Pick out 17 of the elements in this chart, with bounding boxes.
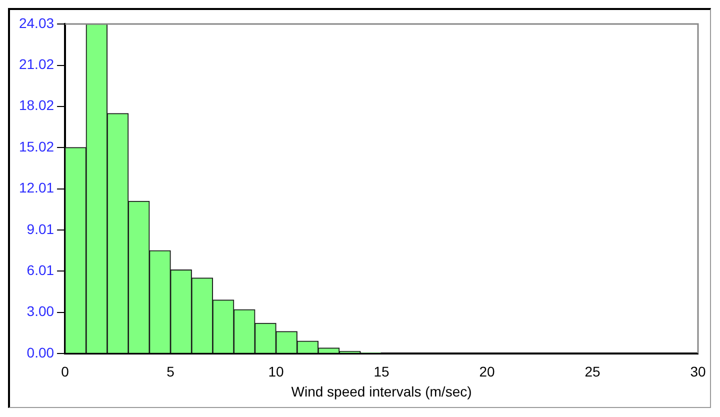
x-tick-label: 25 <box>584 364 601 380</box>
x-tick-label: 0 <box>61 364 70 380</box>
y-tick-label: 18.02 <box>18 97 54 114</box>
x-axis-title: Wind speed intervals (m/sec) <box>291 383 472 400</box>
y-tick-label: 3.00 <box>26 303 54 320</box>
x-tick-label: 20 <box>479 364 496 380</box>
x-tick-label: 5 <box>166 364 175 380</box>
y-tick-label: 9.01 <box>26 220 54 237</box>
y-tick-label: 15.02 <box>18 138 54 154</box>
y-tick-label: 24.03 <box>18 14 54 31</box>
y-tick-label: 0.00 <box>26 344 54 360</box>
x-tick-label: 15 <box>374 364 390 380</box>
y-tick-label: 12.01 <box>18 180 54 196</box>
x-tick-label: 30 <box>690 364 706 380</box>
y-tick-label: 21.02 <box>18 56 54 72</box>
y-tick-label: 6.01 <box>26 262 54 278</box>
x-tick-label: 10 <box>268 364 284 380</box>
